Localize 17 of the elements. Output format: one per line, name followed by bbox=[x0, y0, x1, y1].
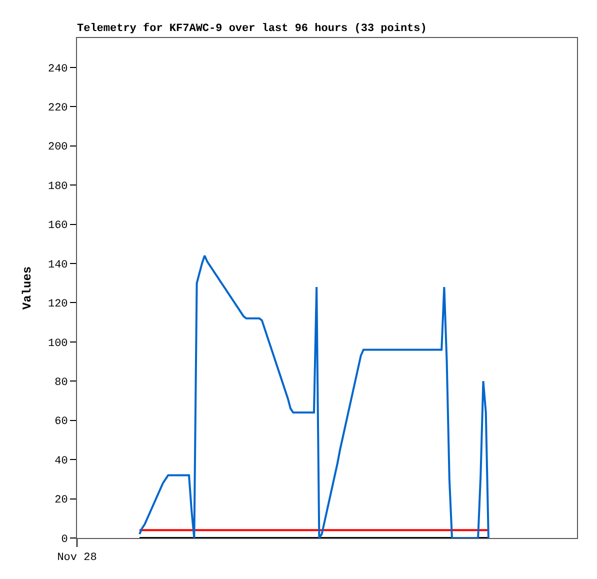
y-axis-title: Values bbox=[20, 266, 34, 310]
y-tick-label: 60 bbox=[54, 416, 68, 428]
x-tick-label: Nov 28 bbox=[57, 552, 97, 564]
y-tick-label: 240 bbox=[48, 63, 68, 76]
y-tick-label: 160 bbox=[48, 220, 68, 232]
y-tick-label: 100 bbox=[48, 338, 68, 350]
line-series bbox=[138, 254, 490, 538]
y-tick-label: 220 bbox=[48, 102, 68, 114]
y-tick-label: 140 bbox=[48, 259, 68, 272]
y-tick-label: 200 bbox=[48, 142, 68, 154]
y-tick-label: 40 bbox=[54, 455, 68, 468]
y-tick-label: 20 bbox=[54, 494, 68, 507]
y-tick-label: 0 bbox=[61, 534, 68, 546]
chart-title: Telemetry for KF7AWC-9 over last 96 hours (33 points) bbox=[77, 22, 427, 35]
y-tick-label: 80 bbox=[54, 376, 68, 389]
y-tick-label: 120 bbox=[48, 298, 68, 311]
y-tick-label: 180 bbox=[48, 180, 68, 193]
